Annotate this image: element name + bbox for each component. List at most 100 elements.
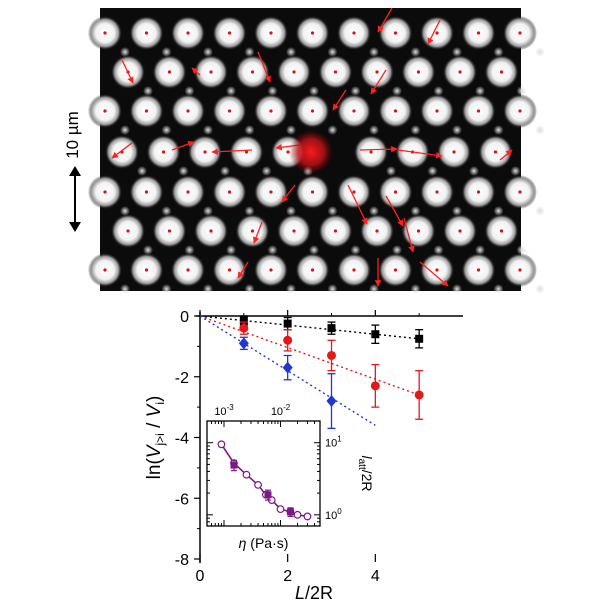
displacement-arrow <box>370 69 387 95</box>
bead-center <box>352 268 356 272</box>
inset-open-point <box>242 470 251 479</box>
bead-center <box>144 190 149 194</box>
inset-filled-point <box>264 491 272 499</box>
bead-center <box>435 109 439 113</box>
debris-spot <box>161 47 172 57</box>
debris-spot <box>369 206 379 216</box>
data-point <box>415 334 424 343</box>
bead-center <box>227 109 232 113</box>
bead-center <box>452 150 456 154</box>
displacement-arrow <box>499 149 513 161</box>
debris-spot <box>120 206 130 216</box>
x-axis-label: L/2R <box>295 583 333 603</box>
bead-center <box>310 268 315 272</box>
bead-center <box>167 70 172 74</box>
debris-spot <box>120 284 130 294</box>
inset-frame <box>206 420 321 527</box>
bead-center <box>269 268 273 272</box>
debris-spot <box>161 284 172 294</box>
debris-spot <box>137 166 147 176</box>
debris-spot <box>392 86 402 96</box>
displacement-arrow <box>121 59 134 84</box>
debris-spot <box>535 284 545 294</box>
bead-center <box>244 150 249 154</box>
debris-spot <box>120 47 130 57</box>
displacement-arrow <box>111 142 133 159</box>
data-point <box>414 390 424 400</box>
displacement-arrow <box>347 184 368 225</box>
y-axis-label: ln(Vj>i / Vi) <box>144 396 167 480</box>
bead-center <box>292 229 296 233</box>
debris-spot <box>493 206 504 216</box>
debris-spot <box>161 125 172 135</box>
debris-spot <box>244 206 255 216</box>
bead-center <box>352 31 356 35</box>
debris-spot <box>261 166 272 176</box>
inset-filled-point <box>286 508 294 516</box>
debris-spot <box>433 86 444 96</box>
debris-spot <box>143 86 153 96</box>
bead-center <box>416 70 421 74</box>
bead-center <box>186 268 190 272</box>
bead-center <box>310 190 315 194</box>
bead-center <box>476 31 481 35</box>
debris-spot <box>452 125 462 135</box>
bead-center <box>209 70 213 74</box>
debris-spot <box>267 86 278 96</box>
inset-open-point <box>254 481 262 489</box>
bead-center <box>103 268 107 272</box>
data-point <box>239 323 249 333</box>
fit-line <box>199 315 420 340</box>
bead-center <box>186 190 190 194</box>
inset-y-axis-label: latt/2R <box>356 455 375 491</box>
debris-spot <box>203 284 213 294</box>
debris-spot <box>203 125 213 135</box>
x-tick-label: 0 <box>196 568 205 585</box>
debris-spot <box>267 245 278 255</box>
displacement-arrow <box>237 261 249 279</box>
debris-spot <box>184 86 195 96</box>
displacement-arrow <box>171 140 195 151</box>
fit-line <box>199 315 420 396</box>
bead-center <box>292 70 296 74</box>
debris-spot <box>475 245 485 255</box>
data-point <box>239 316 248 325</box>
debris-spot <box>184 245 195 255</box>
displacement-arrow <box>385 195 404 227</box>
debris-spot <box>535 47 545 57</box>
bead-center <box>458 229 462 233</box>
debris-spot <box>226 86 236 96</box>
bead-center <box>518 190 522 194</box>
debris-spot <box>286 206 296 216</box>
data-point <box>282 361 293 374</box>
debris-spot <box>161 206 172 216</box>
bead-center <box>203 150 207 154</box>
debris-spot <box>475 86 485 96</box>
debris-spot <box>327 47 338 57</box>
debris-spot <box>327 284 338 294</box>
debris-spot <box>452 47 462 57</box>
bead-center <box>103 31 107 35</box>
bead-center <box>250 70 255 74</box>
debris-spot <box>369 47 379 57</box>
bead-center <box>518 31 522 35</box>
bead-center <box>476 109 481 113</box>
debris-spot <box>410 206 421 216</box>
bead-center <box>393 268 398 272</box>
inset-x-axis-label: η (Pa·s) <box>239 535 289 551</box>
debris-spot <box>286 47 296 57</box>
bead-center <box>186 31 190 35</box>
debris-spot <box>286 284 296 294</box>
bead-center <box>126 229 130 233</box>
data-point <box>326 395 337 408</box>
displacement-arrow <box>419 261 449 287</box>
displacement-arrow <box>191 67 201 76</box>
debris-spot <box>410 125 421 135</box>
bead-center <box>227 190 232 194</box>
bead-center <box>499 70 504 74</box>
displacement-arrow <box>427 19 441 45</box>
debris-spot <box>469 166 479 176</box>
x-tick-label: 2 <box>283 568 292 585</box>
bead-center <box>493 150 498 154</box>
debris-spot <box>369 125 379 135</box>
